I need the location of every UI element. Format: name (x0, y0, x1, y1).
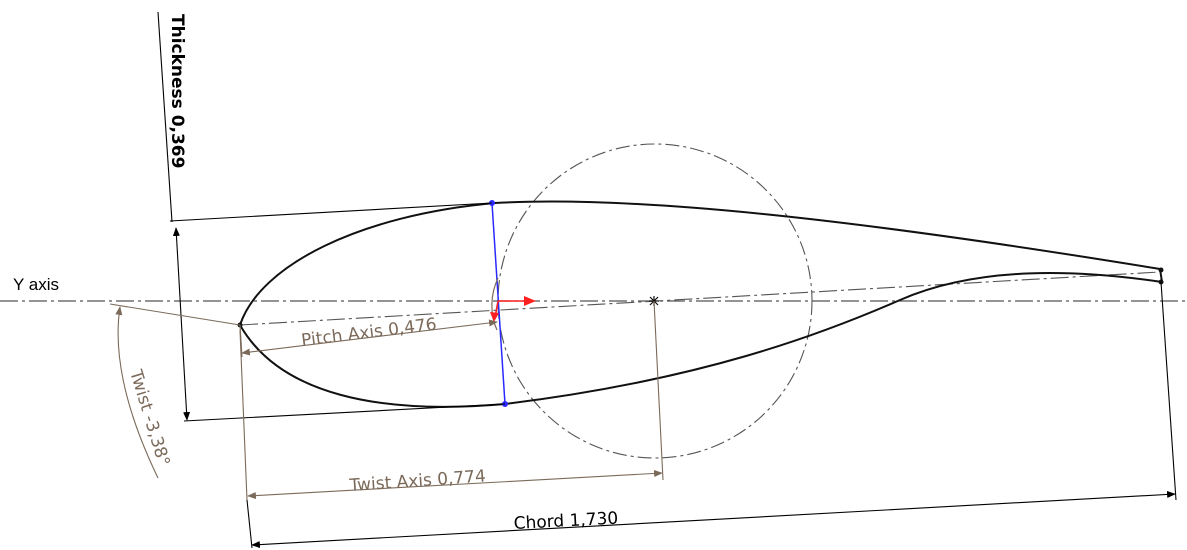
chord-dimension (246, 281, 1177, 549)
twist-axis-label: Twist Axis 0,774 (348, 467, 487, 497)
trailing-edge-point-top (1158, 267, 1164, 273)
twist-label: Twist -3,38° (125, 367, 174, 469)
chord-centerline (239, 271, 1161, 326)
y-axis-label: Y axis (13, 275, 59, 294)
twist-dimension (109, 303, 241, 479)
thickness-line (491, 202, 506, 405)
airfoil-profile (238, 200, 1164, 408)
chord-label: Chord 1,730 (513, 509, 619, 534)
thickness-dimension (157, 11, 506, 422)
thickness-label: Thickness 0,369 (167, 14, 187, 168)
x-arrowhead (524, 296, 536, 306)
y-arrowhead (490, 312, 499, 322)
